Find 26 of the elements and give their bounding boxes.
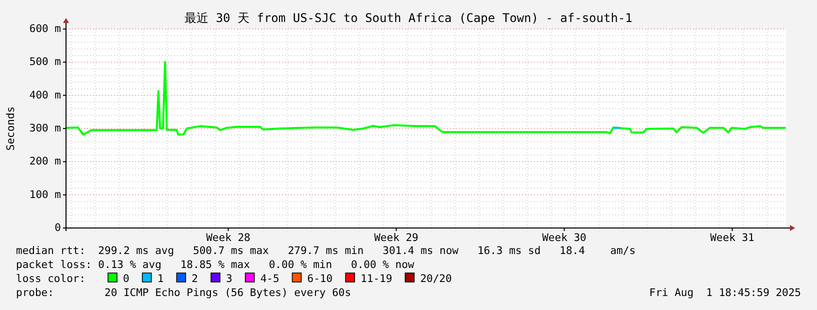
y-tick-label: 300 m <box>29 122 61 134</box>
text: Fri Aug 1 18:45:59 2025 <box>649 287 801 299</box>
legend-label: 6-10 <box>307 273 333 285</box>
y-tick-label: 100 m <box>29 188 61 201</box>
legend-title: loss color: <box>16 273 86 285</box>
x-tick-label: Week 29 <box>374 232 418 244</box>
y-tick-label: 500 m <box>29 56 61 68</box>
y-tick-label: 600 m <box>29 23 61 35</box>
legend-label: 0 <box>123 273 130 285</box>
y-tick-label: 400 m <box>29 89 61 102</box>
y-tick-label: 200 m <box>29 156 61 168</box>
legend-label: 3 <box>226 273 232 285</box>
legend-label: 4-5 <box>260 273 280 285</box>
text: median rtt: 299.2 ms avg 500.7 ms max 279.7 ms min 301.4 ms now 16.3 ms sd 18.4 am/s <box>16 245 636 257</box>
x-tick-label: Week 31 <box>710 232 754 244</box>
x-tick-label: Week 28 <box>206 232 250 244</box>
x-tick-label: Week 30 <box>542 232 586 244</box>
chart-title: 最近 30 天 from US-SJC to South Africa (Cape Town) - af-south-1 <box>184 11 632 25</box>
legend-label: 1 <box>157 273 164 285</box>
legend-label: 2 <box>192 273 198 285</box>
text: probe: 20 ICMP Echo Pings (56 Bytes) every 60s <box>16 287 352 299</box>
legend-label: 20/20 <box>420 273 452 285</box>
y-axis-title: Seconds <box>5 106 17 151</box>
y-tick-label: 0 <box>54 222 61 234</box>
text: packet loss: 0.13 % avg 18.85 % max 0.00 % min 0.00 % now <box>16 259 415 271</box>
legend-label: 11-19 <box>360 273 392 285</box>
